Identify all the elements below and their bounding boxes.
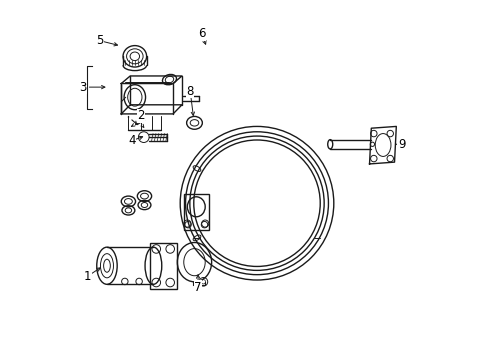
Text: 2: 2 (137, 109, 144, 122)
Text: 7: 7 (194, 281, 202, 294)
Text: 9: 9 (397, 138, 405, 151)
Text: 1: 1 (83, 270, 91, 283)
Text: 8: 8 (186, 85, 194, 98)
Text: 6: 6 (198, 27, 205, 40)
Bar (149, 243, 176, 289)
Text: 5: 5 (96, 34, 103, 47)
Text: 3: 3 (79, 81, 86, 94)
Text: 4: 4 (128, 134, 136, 147)
Bar (183, 194, 208, 230)
